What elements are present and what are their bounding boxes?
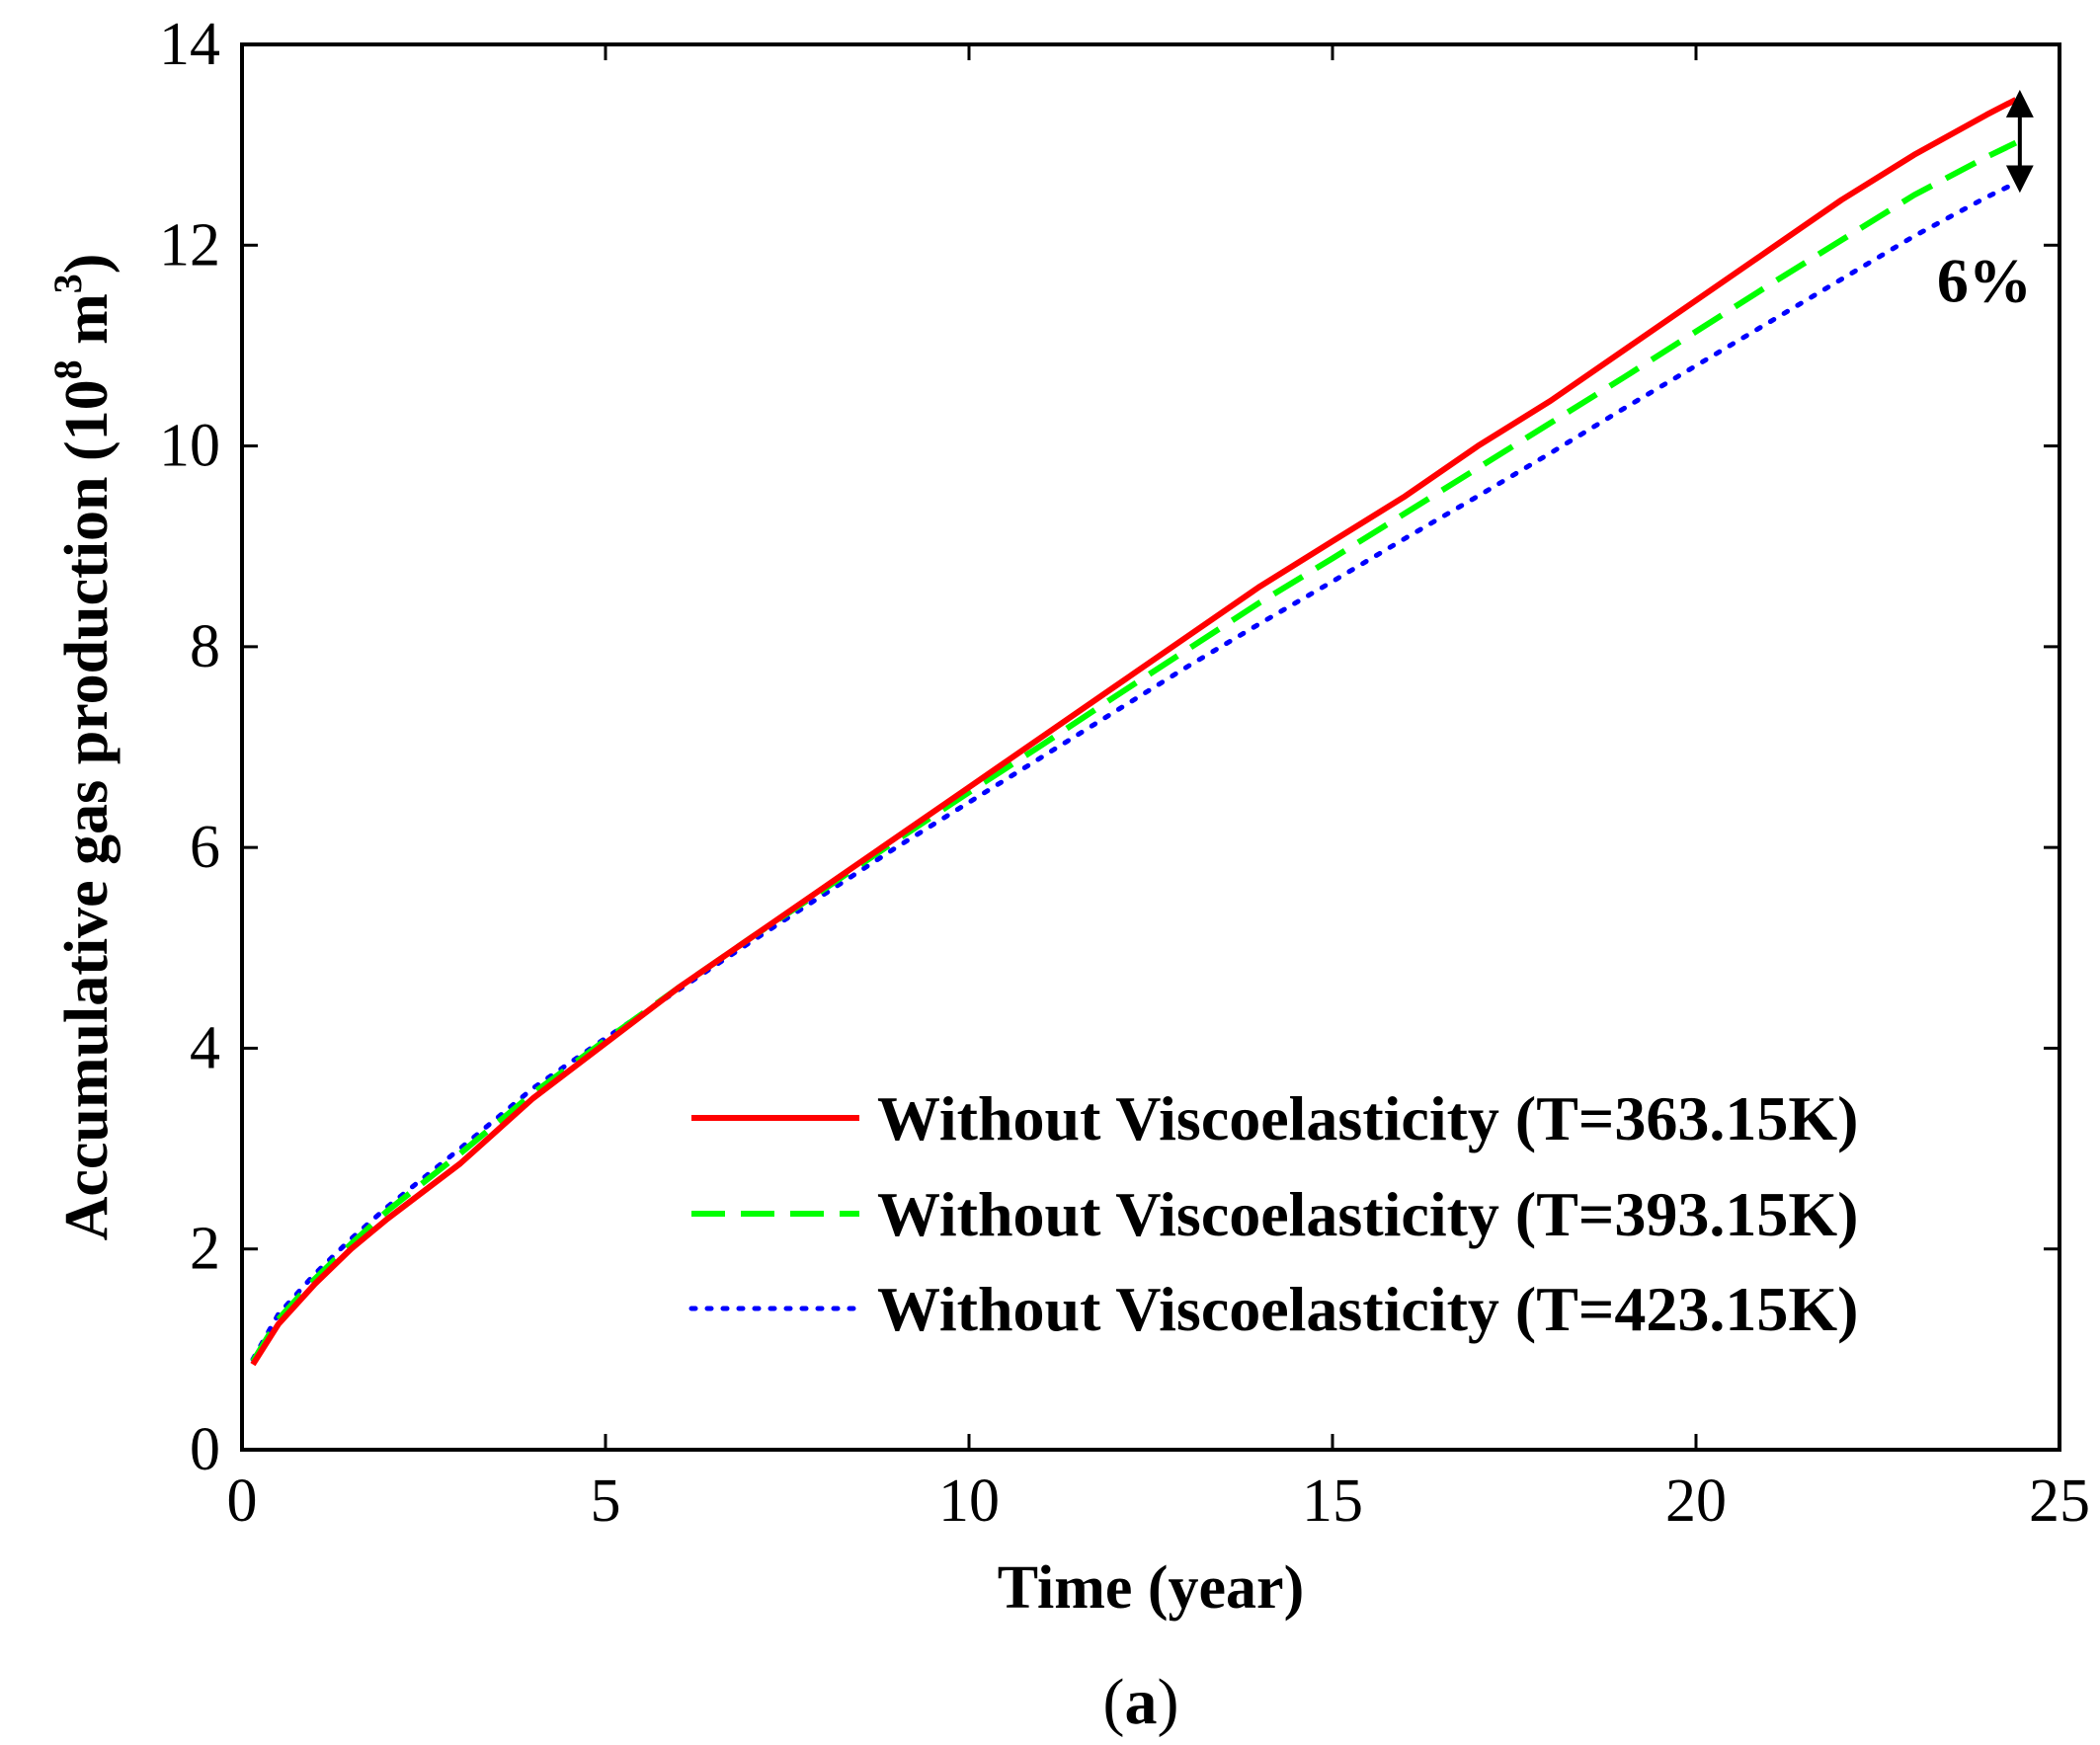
x-tick-label: 5: [591, 1467, 621, 1535]
annotation-6-percent: 6%: [1937, 89, 2034, 315]
x-tick-label: 25: [2029, 1467, 2090, 1535]
x-tick-label: 15: [1302, 1467, 1363, 1535]
y-tick-label: 0: [190, 1416, 220, 1483]
y-axis-title-unit: m: [53, 293, 121, 359]
x-tick-label: 0: [227, 1467, 258, 1535]
caption-open-paren: (: [1103, 1666, 1125, 1738]
y-tick-label: 8: [190, 613, 220, 680]
caption-letter: a: [1125, 1666, 1158, 1738]
x-axis-title: Time (year): [998, 1554, 1304, 1622]
legend: Without Viscoelasticity (T=363.15K) Witho…: [688, 1083, 1858, 1344]
series-line-1: [250, 97, 2018, 1367]
legend-label-1: Without Viscoelasticity (T=363.15K): [877, 1083, 1858, 1153]
figure-caption: (a): [1103, 1666, 1179, 1738]
y-tick-label: 12: [159, 211, 220, 278]
y-tick-label: 2: [190, 1216, 220, 1283]
caption-close-paren: ): [1158, 1666, 1179, 1738]
annotation-label: 6%: [1937, 245, 2032, 315]
axis-ticks: 0 5 10 15 20 25 0 2 4 6 8 10 12 14: [159, 11, 2090, 1535]
legend-label-2: Without Viscoelasticity (T=393.15K): [877, 1179, 1858, 1249]
x-tick-label: 10: [938, 1467, 1000, 1535]
legend-label-3: Without Viscoelasticity (T=423.15K): [877, 1274, 1858, 1344]
plot-area-frame: [240, 42, 2061, 1452]
y-axis-title-suffix: ): [53, 254, 121, 275]
y-tick-label: 4: [190, 1014, 220, 1081]
x-tick-label: 20: [1665, 1467, 1727, 1535]
y-axis-title-exponent-3: 3: [45, 274, 90, 293]
y-axis-title-prefix: Accumulative gas production (10: [53, 379, 121, 1240]
y-tick-label: 14: [159, 11, 220, 78]
y-tick-label: 10: [159, 413, 220, 480]
series-line-2: [250, 139, 2018, 1364]
series-line-3: [250, 180, 2019, 1362]
y-tick-label: 6: [190, 814, 220, 881]
y-axis-title: Accumulative gas production (108 m3): [45, 254, 121, 1241]
y-axis-title-exponent-8: 8: [45, 359, 90, 379]
series-layer: [250, 97, 2019, 1367]
